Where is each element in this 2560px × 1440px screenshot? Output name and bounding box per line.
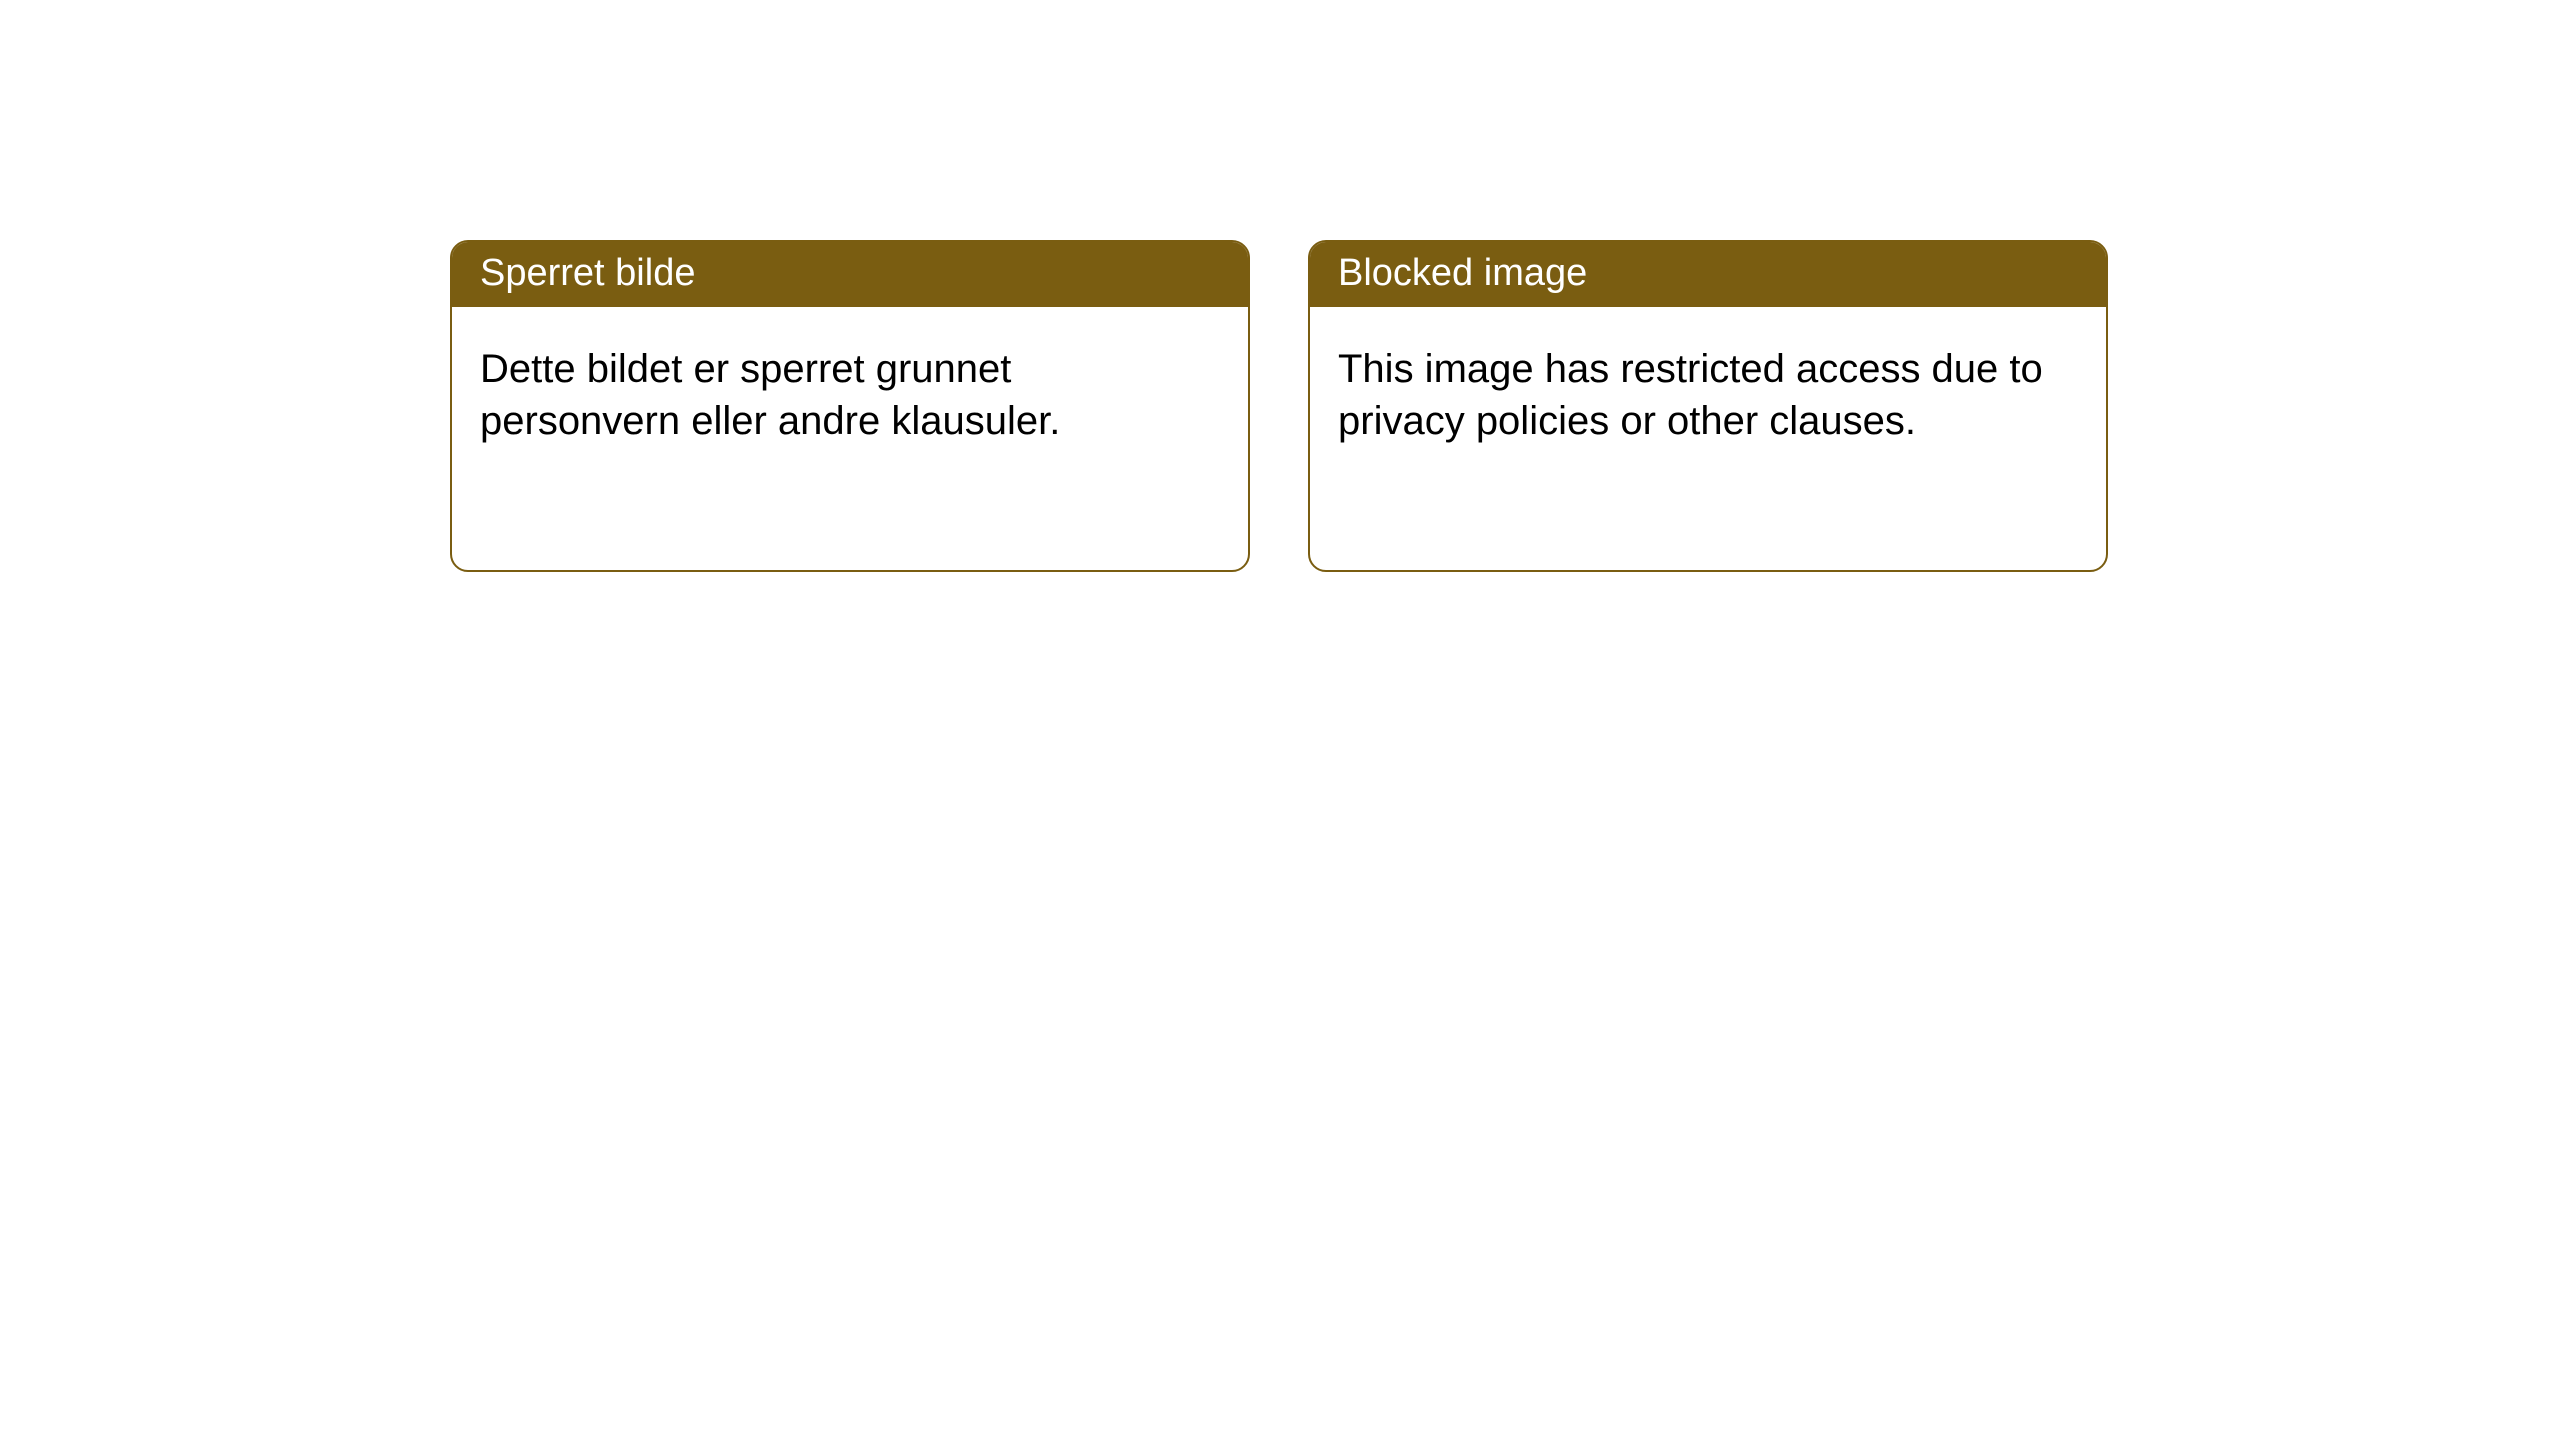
- notices-container: Sperret bilde Dette bildet er sperret gr…: [450, 240, 2108, 572]
- notice-body: This image has restricted access due to …: [1310, 307, 2106, 475]
- notice-header: Sperret bilde: [452, 242, 1248, 307]
- notice-body: Dette bildet er sperret grunnet personve…: [452, 307, 1248, 475]
- notice-box-english: Blocked image This image has restricted …: [1308, 240, 2108, 572]
- notice-header: Blocked image: [1310, 242, 2106, 307]
- notice-box-norwegian: Sperret bilde Dette bildet er sperret gr…: [450, 240, 1250, 572]
